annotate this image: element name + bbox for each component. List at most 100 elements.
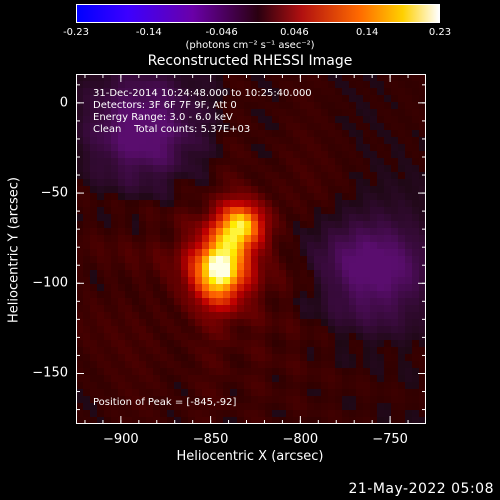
heatmap-cell (286, 207, 294, 215)
heatmap-cell (342, 368, 350, 376)
heatmap-cell (370, 88, 378, 96)
heatmap-cell (111, 116, 119, 124)
heatmap-cell (251, 102, 259, 110)
heatmap-cell (188, 207, 196, 215)
heatmap-cell (90, 137, 98, 145)
heatmap-cell (132, 228, 140, 236)
heatmap-cell (307, 88, 315, 96)
heatmap-cell (307, 249, 315, 257)
heatmap-cell (195, 81, 203, 89)
heatmap-cell (300, 347, 308, 355)
heatmap-cell (202, 221, 210, 229)
heatmap-cell (139, 207, 147, 215)
heatmap-cell (97, 179, 105, 187)
heatmap-cell (391, 81, 399, 89)
heatmap-cell (83, 207, 91, 215)
heatmap-cell (370, 417, 378, 424)
heatmap-cell (314, 151, 322, 159)
heatmap-cell (118, 158, 126, 166)
heatmap-cell (223, 410, 231, 418)
heatmap-cell (405, 242, 413, 250)
heatmap-cell (195, 389, 203, 397)
heatmap-cell (111, 340, 119, 348)
heatmap-cell (104, 165, 112, 173)
heatmap-cell (104, 277, 112, 285)
heatmap-cell (265, 333, 273, 341)
heatmap-cell (90, 186, 98, 194)
heatmap-cell (321, 396, 329, 404)
heatmap-cell (286, 347, 294, 355)
heatmap-cell (209, 179, 217, 187)
heatmap-cell (153, 130, 161, 138)
heatmap-cell (391, 305, 399, 313)
heatmap-cell (321, 172, 329, 180)
heatmap-cell (125, 81, 133, 89)
heatmap-cell (384, 291, 392, 299)
heatmap-cell (363, 340, 371, 348)
heatmap-cell (398, 193, 406, 201)
heatmap-cell (370, 228, 378, 236)
heatmap-cell (118, 235, 126, 243)
heatmap-cell (384, 144, 392, 152)
heatmap-cell (419, 214, 426, 222)
heatmap-cell (83, 319, 91, 327)
heatmap-cell (377, 165, 385, 173)
heatmap-cell (314, 382, 322, 390)
heatmap-cell (174, 298, 182, 306)
heatmap-cell (377, 403, 385, 411)
heatmap-cell (293, 235, 301, 243)
heatmap-cell (209, 333, 217, 341)
heatmap-cell (223, 165, 231, 173)
heatmap-cell (412, 417, 420, 424)
heatmap-cell (328, 158, 336, 166)
heatmap-cell (181, 263, 189, 271)
heatmap-cell (356, 410, 364, 418)
heatmap-cell (97, 235, 105, 243)
heatmap-cell (314, 207, 322, 215)
heatmap-cell (342, 256, 350, 264)
heatmap-cell (216, 417, 224, 424)
heatmap-cell (335, 235, 343, 243)
heatmap-cell (370, 312, 378, 320)
heatmap-cell (118, 410, 126, 418)
heatmap-cell (209, 158, 217, 166)
heatmap-cell (76, 361, 84, 369)
heatmap-cell (384, 361, 392, 369)
heatmap-cell (90, 144, 98, 152)
heatmap-cell (286, 88, 294, 96)
heatmap-cell (398, 361, 406, 369)
heatmap-cell (391, 144, 399, 152)
heatmap-cell (272, 347, 280, 355)
heatmap-cell (195, 95, 203, 103)
heatmap-cell (272, 186, 280, 194)
heatmap-cell (265, 193, 273, 201)
heatmap-cell (391, 193, 399, 201)
heatmap-cell (391, 256, 399, 264)
heatmap-cell (97, 172, 105, 180)
heatmap-cell (202, 403, 210, 411)
heatmap-cell (76, 214, 84, 222)
heatmap-cell (83, 102, 91, 110)
heatmap-cell (356, 319, 364, 327)
heatmap-cell (230, 417, 238, 424)
heatmap-cell (328, 235, 336, 243)
heatmap-cell (230, 263, 238, 271)
heatmap-cell (272, 207, 280, 215)
heatmap-cell (272, 172, 280, 180)
heatmap-cell (160, 417, 168, 424)
heatmap-cell (349, 291, 357, 299)
heatmap-cell (300, 95, 308, 103)
heatmap-cell (216, 375, 224, 383)
heatmap-cell (412, 382, 420, 390)
heatmap-cell (223, 200, 231, 208)
heatmap-cell (412, 305, 420, 313)
heatmap-cell (258, 123, 266, 131)
heatmap-cell (272, 354, 280, 362)
heatmap-cell (321, 151, 329, 159)
heatmap-cell (90, 375, 98, 383)
heatmap-cell (202, 172, 210, 180)
heatmap-cell (363, 249, 371, 257)
heatmap-cell (76, 88, 84, 96)
heatmap-cell (300, 319, 308, 327)
heatmap-cell (111, 333, 119, 341)
